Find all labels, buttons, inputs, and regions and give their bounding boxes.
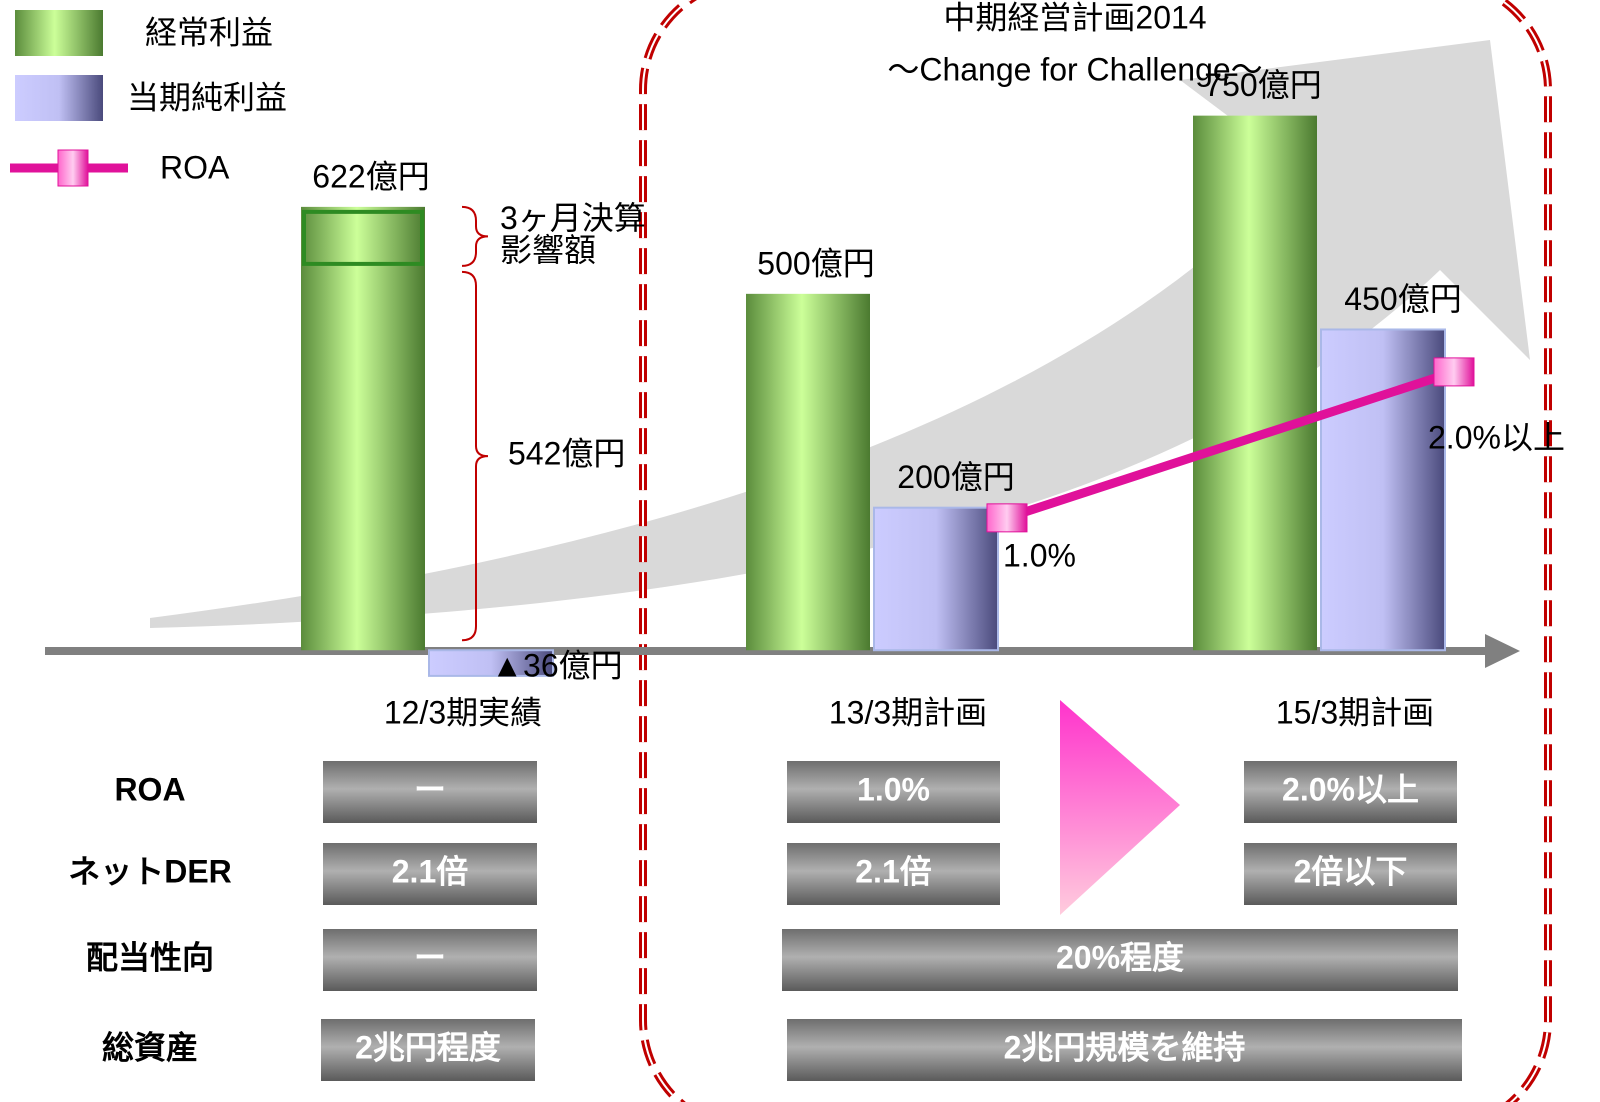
chart-title: 中期経営計画2014 — [943, 0, 1206, 35]
legend-label: 経常利益 — [145, 14, 273, 50]
table-cell — [323, 761, 537, 823]
progress-arrow — [1060, 700, 1180, 915]
table-cell — [782, 929, 1458, 991]
annotation: 542億円 — [508, 436, 625, 472]
cell-text: 1.0% — [857, 771, 930, 807]
value-label: 622億円 — [312, 158, 429, 194]
table-cell — [787, 761, 1000, 823]
legend-label: ROA — [160, 149, 230, 185]
value-label: 1.0% — [1003, 537, 1076, 573]
table-cell — [323, 843, 537, 905]
cell-text: ー — [414, 939, 446, 975]
row-label: ネットDER — [68, 853, 232, 889]
impact-box — [302, 209, 424, 266]
cell-text: 2兆円規模を維持 — [1004, 1029, 1246, 1065]
row-label: 配当性向 — [86, 939, 214, 975]
value-label: 750億円 — [1204, 67, 1321, 103]
value-label: 2.0%以上 — [1428, 419, 1565, 455]
x-axis-arrow — [1485, 634, 1520, 668]
brace — [461, 270, 489, 642]
cell-text: ー — [414, 771, 446, 807]
cell-text: 20%程度 — [1056, 939, 1184, 975]
brace — [461, 205, 489, 267]
cell-text: 2.1倍 — [392, 853, 469, 889]
table-cell — [1244, 761, 1457, 823]
table-cell — [787, 843, 1000, 905]
roa-marker — [1433, 357, 1475, 387]
x-tick-label: 15/3期計画 — [1276, 694, 1434, 730]
cell-text: 2.1倍 — [855, 853, 932, 889]
x-tick-label: 12/3期実績 — [384, 694, 542, 730]
roa-marker — [986, 503, 1028, 533]
table-cell — [1244, 843, 1457, 905]
bar — [428, 649, 554, 677]
cell-text: 2兆円程度 — [355, 1029, 501, 1065]
legend-swatch — [15, 10, 103, 56]
row-label: ROA — [114, 771, 185, 807]
annotation: 3ヶ月決算 — [500, 200, 646, 236]
annotation: 影響額 — [500, 232, 596, 268]
table-cell — [323, 929, 537, 991]
chart-subtitle: ～Change for Challenge～ — [887, 51, 1262, 87]
bar — [746, 293, 870, 651]
cell-text: 2倍以下 — [1294, 853, 1408, 889]
value-label: 450億円 — [1344, 281, 1461, 317]
bar — [873, 506, 999, 652]
legend-label: 当期純利益 — [127, 79, 287, 115]
x-tick-label: 13/3期計画 — [829, 694, 987, 730]
legend-marker — [57, 149, 89, 187]
bar — [1193, 115, 1317, 651]
value-label: ▲36億円 — [491, 647, 622, 683]
table-cell — [321, 1019, 535, 1081]
plan-frame-inner — [642, 0, 1549, 1102]
table-cell — [787, 1019, 1462, 1081]
bar — [301, 206, 425, 651]
roa-line — [1005, 367, 1456, 523]
value-label: 500億円 — [757, 245, 874, 281]
cell-text: 2.0%以上 — [1282, 771, 1419, 807]
legend-swatch — [15, 75, 103, 121]
value-label: 200億円 — [897, 459, 1014, 495]
row-label: 総資産 — [102, 1029, 198, 1065]
